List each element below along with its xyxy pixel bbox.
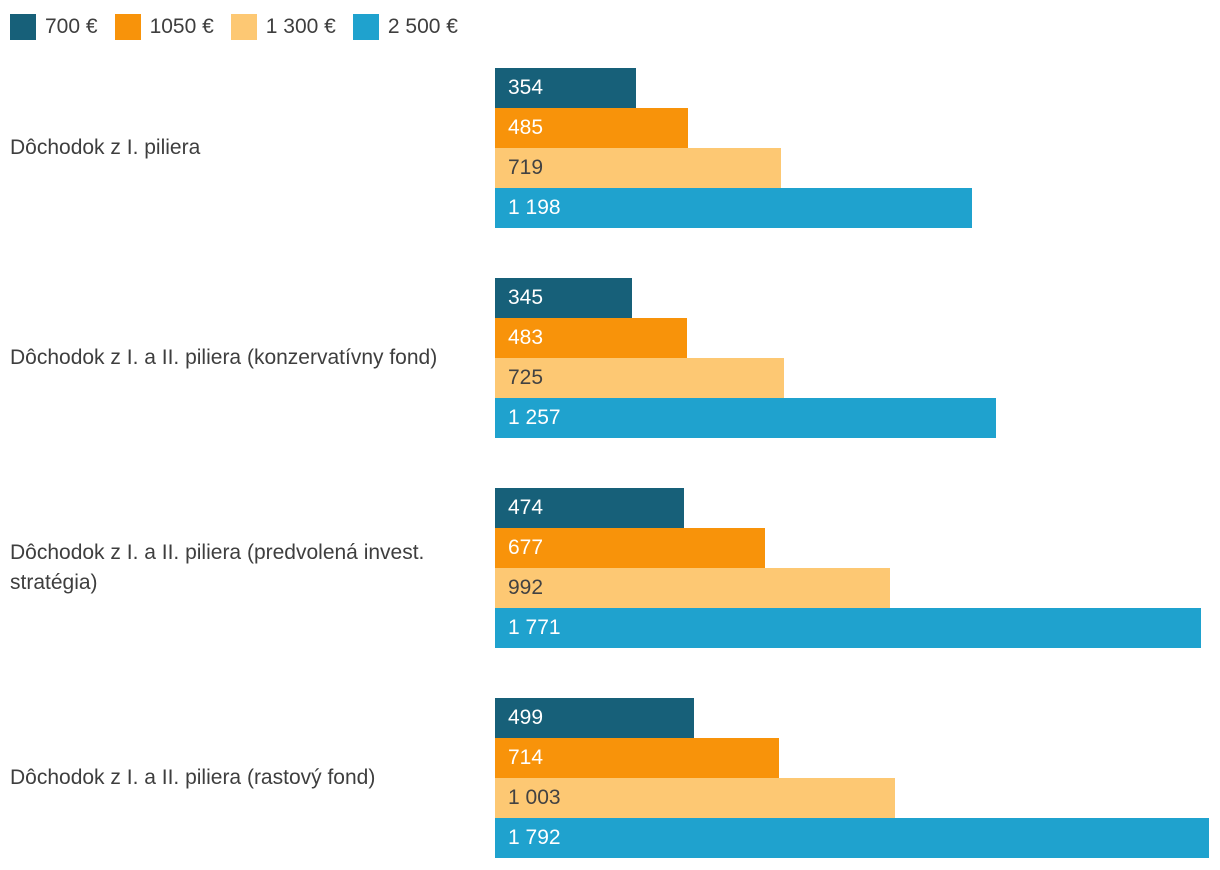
- bar: 677: [495, 528, 765, 568]
- bar-value-label: 485: [508, 116, 544, 139]
- legend-item[interactable]: 2 500 €: [352, 14, 458, 40]
- chart-row: Dôchodok z I. a II. piliera (rastový fon…: [10, 698, 1220, 858]
- bar: 1 003: [495, 778, 895, 818]
- legend-item[interactable]: 1050 €: [114, 14, 214, 40]
- bar: 485: [495, 108, 689, 148]
- bar-value-label: 1 198: [508, 196, 561, 219]
- bar: 714: [495, 738, 780, 778]
- bar: 499: [495, 698, 694, 738]
- bar-value-label: 1 003: [508, 786, 561, 809]
- legend-label: 700 €: [45, 15, 98, 38]
- chart-row: Dôchodok z I. piliera 354 485 719 1 198: [10, 68, 1220, 228]
- bar-value-label: 719: [508, 156, 544, 179]
- legend-swatch-icon: [352, 14, 379, 40]
- bar: 483: [495, 318, 688, 358]
- legend-label: 1 300 €: [265, 15, 336, 38]
- bar: 719: [495, 148, 782, 188]
- bar-group: 474 677 992 1 771: [495, 488, 1209, 648]
- category-label: Dôchodok z I. piliera: [10, 135, 201, 159]
- category-label: Dôchodok z I. a II. piliera (predvolená …: [10, 540, 425, 594]
- chart-legend: 700 € 1050 € 1 300 € 2 500 €: [10, 14, 1220, 40]
- chart-rows: Dôchodok z I. piliera 354 485 719 1 198 Dôcho…: [10, 68, 1220, 858]
- bar-value-label: 354: [508, 76, 544, 99]
- chart-row: Dôchodok z I. a II. piliera (predvolená …: [10, 488, 1220, 648]
- legend-swatch-icon: [114, 14, 141, 40]
- bar-value-label: 1 792: [508, 826, 561, 849]
- legend-swatch-icon: [10, 14, 36, 40]
- bar: 1 771: [495, 608, 1201, 648]
- bar-value-label: 474: [508, 496, 544, 519]
- bar-value-label: 677: [508, 536, 544, 559]
- legend-label: 2 500 €: [387, 15, 458, 38]
- bar-value-label: 483: [508, 326, 544, 349]
- bar-value-label: 725: [508, 366, 544, 389]
- legend-item[interactable]: 1 300 €: [230, 14, 336, 40]
- bar: 1 198: [495, 188, 973, 228]
- category-label: Dôchodok z I. a II. piliera (konzervatív…: [10, 345, 438, 369]
- bar-group: 354 485 719 1 198: [495, 68, 1209, 228]
- bar-group: 345 483 725 1 257: [495, 278, 1209, 438]
- bar: 725: [495, 358, 784, 398]
- bar-value-label: 992: [508, 576, 544, 599]
- bar: 345: [495, 278, 633, 318]
- bar: 1 257: [495, 398, 996, 438]
- legend-item[interactable]: 700 €: [10, 14, 98, 40]
- bar: 1 792: [495, 818, 1209, 858]
- bar: 354: [495, 68, 636, 108]
- chart-row: Dôchodok z I. a II. piliera (konzervatív…: [10, 278, 1220, 438]
- legend-swatch-icon: [230, 14, 257, 40]
- bar-value-label: 714: [508, 746, 544, 769]
- bar-group: 499 714 1 003 1 792: [495, 698, 1209, 858]
- bar: 474: [495, 488, 684, 528]
- bar-value-label: 1 257: [508, 406, 561, 429]
- legend-label: 1050 €: [149, 15, 214, 38]
- category-label: Dôchodok z I. a II. piliera (rastový fon…: [10, 765, 376, 789]
- bar-value-label: 1 771: [508, 616, 561, 639]
- bar-value-label: 499: [508, 706, 544, 729]
- bar-value-label: 345: [508, 286, 544, 309]
- bar: 992: [495, 568, 891, 608]
